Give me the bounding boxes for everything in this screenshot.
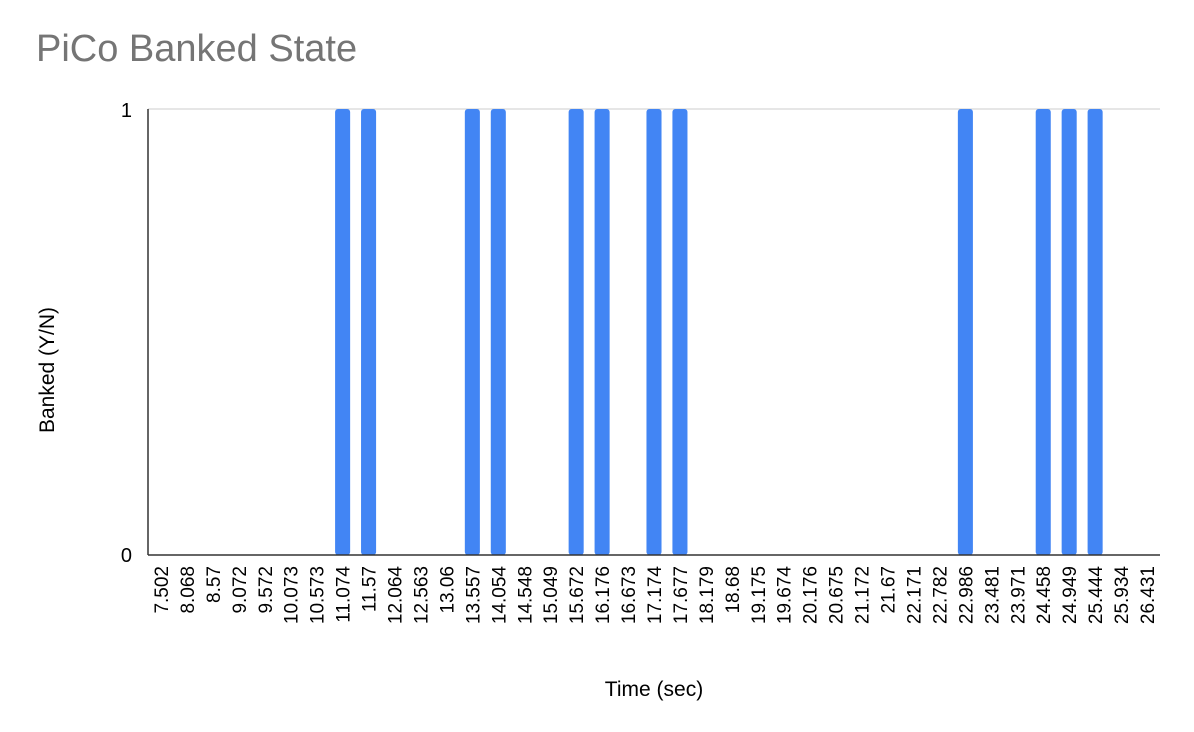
x-tick-label: 17.174: [645, 566, 666, 625]
bars-group: [335, 109, 1103, 555]
x-tick-label: 9.572: [256, 566, 277, 614]
x-tick-labels: 7.502 8.068 8.57 9.072 9.572 10.073 10.573 11.0…: [152, 566, 1159, 625]
y-tick-label-max: 1: [121, 100, 132, 122]
x-tick-label: 22.171: [904, 566, 925, 624]
x-tick-label: 19.175: [749, 566, 770, 624]
bar-11.57: [361, 109, 377, 555]
bar-24.949: [1061, 109, 1077, 555]
x-tick-label: 21.172: [853, 566, 874, 624]
x-tick-label: 10.573: [308, 566, 329, 624]
x-tick-label: 7.502: [152, 566, 173, 614]
bar-15.672: [568, 109, 584, 555]
x-tick-label: 21.67: [879, 566, 900, 614]
x-tick-label: 14.054: [489, 566, 510, 625]
bar-14.054: [490, 109, 506, 555]
x-tick-label: 8.57: [204, 566, 225, 603]
x-tick-label: 16.673: [619, 566, 640, 624]
x-tick-label: 25.934: [1112, 566, 1133, 625]
x-tick-label: 16.176: [593, 566, 614, 624]
x-tick-label: 11.074: [334, 566, 355, 623]
y-axis-label: Banked (Y/N): [36, 307, 59, 433]
x-tick-label: 13.557: [463, 566, 484, 624]
x-tick-label: 23.481: [982, 566, 1003, 624]
x-tick-label: 18.179: [697, 566, 718, 624]
chart-title: PiCo Banked State: [36, 28, 358, 70]
bar-17.677: [672, 109, 688, 555]
bar-11.074: [335, 109, 351, 555]
y-tick-label-min: 0: [121, 545, 132, 567]
bar-16.176: [594, 109, 610, 555]
bar-13.557: [464, 109, 480, 555]
x-tick-label: 22.782: [930, 566, 951, 624]
x-tick-label: 22.986: [956, 566, 977, 624]
x-tick-label: 25.444: [1086, 566, 1107, 625]
x-tick-label: 12.563: [411, 566, 432, 624]
x-tick-label: 23.971: [1008, 566, 1029, 624]
x-tick-label: 26.431: [1138, 566, 1159, 624]
x-tick-label: 10.073: [282, 566, 303, 624]
bar-17.174: [646, 109, 662, 555]
x-tick-label: 13.06: [437, 566, 458, 614]
bar-25.444: [1087, 109, 1103, 555]
bar-24.458: [1035, 109, 1051, 555]
x-tick-label: 15.672: [567, 566, 588, 624]
x-tick-label: 9.072: [230, 566, 251, 614]
x-tick-label: 18.68: [723, 566, 744, 614]
x-tick-label: 20.176: [801, 566, 822, 624]
x-tick-label: 24.458: [1034, 566, 1055, 624]
x-tick-label: 15.049: [541, 566, 562, 624]
x-tick-label: 14.548: [515, 566, 536, 624]
x-tick-label: 24.949: [1060, 566, 1081, 624]
x-tick-label: 19.674: [775, 566, 796, 625]
x-tick-label: 12.064: [386, 566, 407, 625]
x-tick-label: 11.57: [360, 566, 381, 612]
x-tick-label: 20.675: [827, 566, 848, 624]
x-axis-label: Time (sec): [605, 678, 703, 701]
x-tick-label: 17.677: [671, 566, 692, 624]
bar-22.986: [957, 109, 973, 555]
x-tick-label: 8.068: [178, 566, 199, 614]
